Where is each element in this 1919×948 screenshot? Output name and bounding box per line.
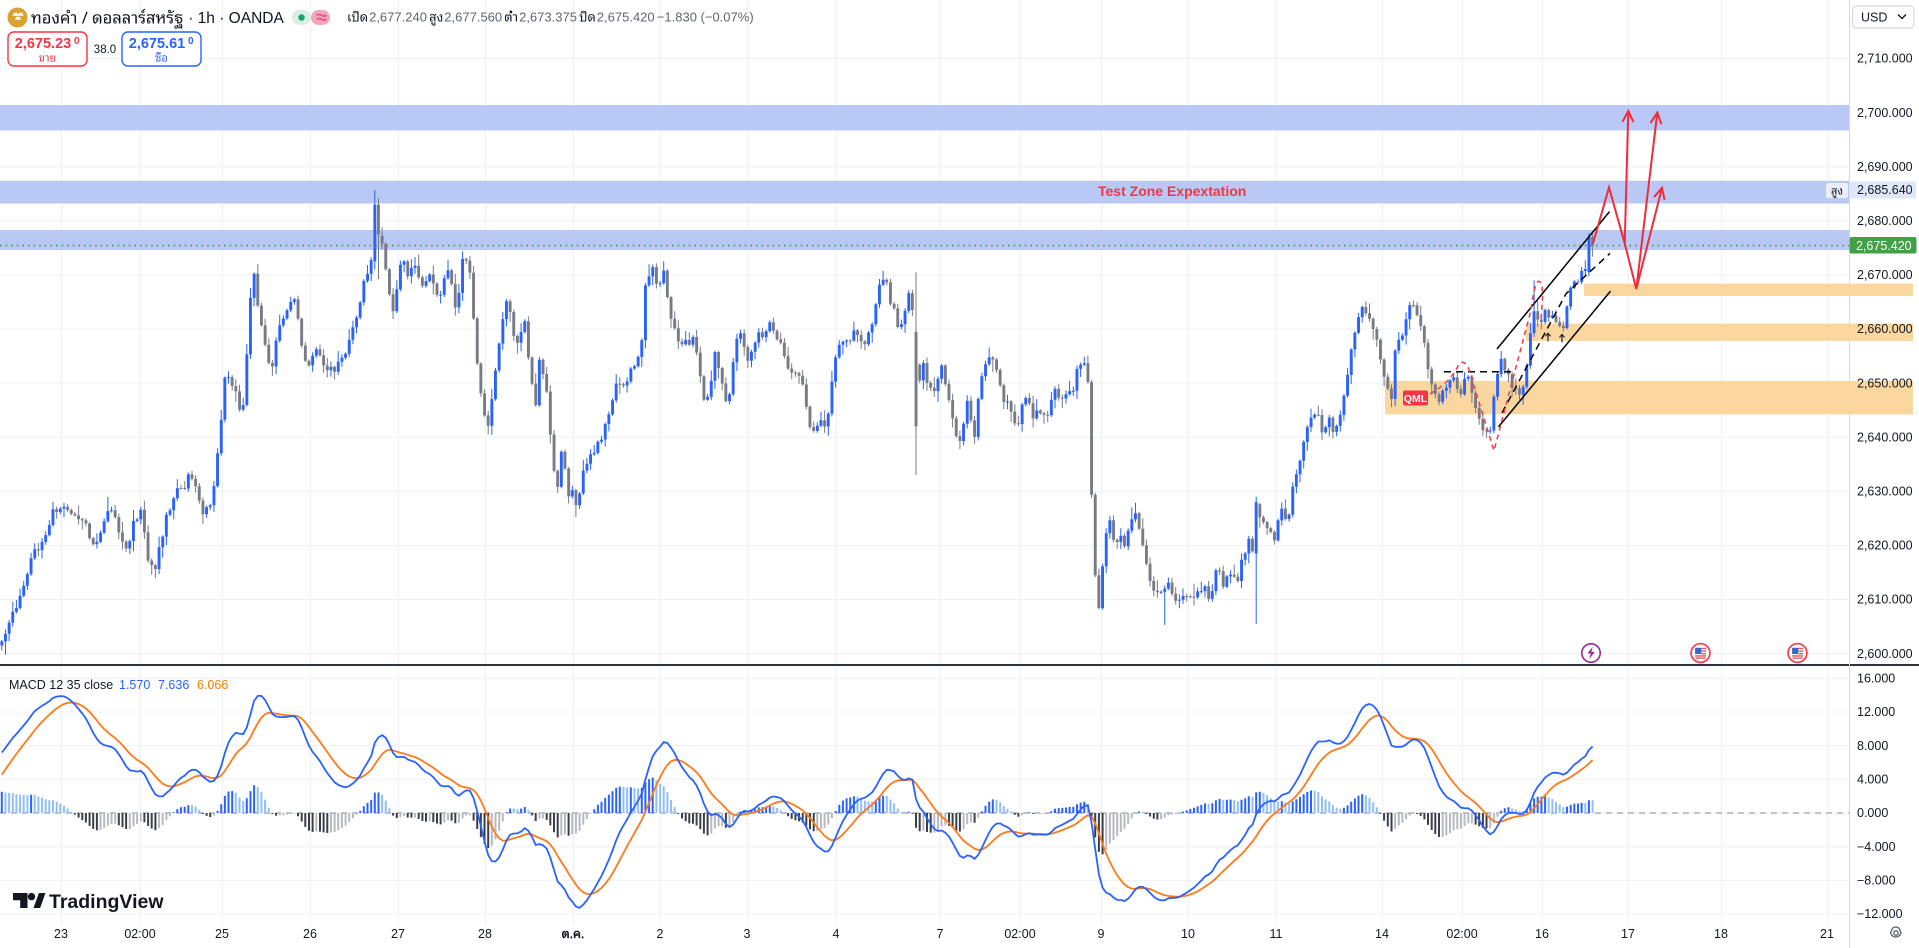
svg-text:38.0: 38.0 xyxy=(94,44,116,56)
svg-text:8.000: 8.000 xyxy=(1857,739,1888,753)
svg-text:2,670.000: 2,670.000 xyxy=(1857,268,1913,282)
svg-text:16: 16 xyxy=(1535,927,1549,941)
svg-text:2,690.000: 2,690.000 xyxy=(1857,160,1913,174)
svg-text:6.066: 6.066 xyxy=(197,678,228,692)
svg-text:2,685.640: 2,685.640 xyxy=(1857,183,1913,197)
svg-text:0.000: 0.000 xyxy=(1857,806,1888,820)
svg-text:0: 0 xyxy=(188,36,194,47)
svg-text:2,710.000: 2,710.000 xyxy=(1857,52,1913,66)
svg-text:USD: USD xyxy=(1861,11,1887,25)
svg-text:02:00: 02:00 xyxy=(1446,927,1477,941)
svg-text:−8.000: −8.000 xyxy=(1857,874,1896,888)
svg-text:11: 11 xyxy=(1270,927,1283,941)
svg-text:4.000: 4.000 xyxy=(1857,773,1888,787)
svg-text:7: 7 xyxy=(937,927,944,941)
svg-text:−4.000: −4.000 xyxy=(1857,840,1896,854)
svg-text:2,680.000: 2,680.000 xyxy=(1857,214,1913,228)
svg-text:2,673.375: 2,673.375 xyxy=(519,10,577,25)
svg-text:QML: QML xyxy=(1404,393,1428,405)
svg-text:2,677.240: 2,677.240 xyxy=(369,10,427,25)
svg-text:12.000: 12.000 xyxy=(1857,705,1895,719)
svg-text:16.000: 16.000 xyxy=(1857,672,1895,686)
svg-text:4: 4 xyxy=(833,927,840,941)
svg-text:02:00: 02:00 xyxy=(1004,927,1035,941)
svg-text:2,675.420: 2,675.420 xyxy=(1856,239,1912,253)
svg-text:17: 17 xyxy=(1621,927,1635,941)
svg-text:14: 14 xyxy=(1375,927,1389,941)
svg-text:21: 21 xyxy=(1820,927,1834,941)
svg-text:−12.000: −12.000 xyxy=(1857,907,1903,921)
svg-text:2,640.000: 2,640.000 xyxy=(1857,430,1913,444)
svg-text:1.570: 1.570 xyxy=(119,678,150,692)
svg-text:9: 9 xyxy=(1098,927,1105,941)
svg-text:TradingView: TradingView xyxy=(49,891,164,913)
svg-text:28: 28 xyxy=(478,927,492,941)
svg-text:2: 2 xyxy=(657,927,664,941)
svg-text:2,600.000: 2,600.000 xyxy=(1857,647,1913,661)
svg-text:2,675.420: 2,675.420 xyxy=(597,10,655,25)
svg-text:10: 10 xyxy=(1181,927,1195,941)
svg-text:2,677.560: 2,677.560 xyxy=(444,10,502,25)
svg-text:27: 27 xyxy=(391,927,405,941)
svg-text:2,610.000: 2,610.000 xyxy=(1857,593,1913,607)
svg-text:26: 26 xyxy=(303,927,317,941)
svg-text:2,700.000: 2,700.000 xyxy=(1857,106,1913,120)
svg-text:7.636: 7.636 xyxy=(158,678,189,692)
svg-text:02:00: 02:00 xyxy=(124,927,155,941)
svg-text:25: 25 xyxy=(215,927,229,941)
svg-text:18: 18 xyxy=(1714,927,1728,941)
svg-text:−1.830 (−0.07%): −1.830 (−0.07%) xyxy=(657,10,754,25)
svg-text:2,675.61: 2,675.61 xyxy=(129,36,185,52)
svg-text:Test Zone Expextation: Test Zone Expextation xyxy=(1098,183,1246,199)
svg-text:MACD 12 35 close: MACD 12 35 close xyxy=(9,678,113,692)
svg-text:2,630.000: 2,630.000 xyxy=(1857,485,1913,499)
svg-text:3: 3 xyxy=(744,927,751,941)
svg-text:2,660.000: 2,660.000 xyxy=(1857,322,1913,336)
svg-text:23: 23 xyxy=(54,927,68,941)
svg-text:· 1h · OANDA: · 1h · OANDA xyxy=(188,10,284,27)
svg-text:2,675.23: 2,675.23 xyxy=(15,36,71,52)
svg-text:0: 0 xyxy=(74,36,80,47)
svg-text:2,650.000: 2,650.000 xyxy=(1857,376,1913,390)
svg-text:2,620.000: 2,620.000 xyxy=(1857,539,1913,553)
